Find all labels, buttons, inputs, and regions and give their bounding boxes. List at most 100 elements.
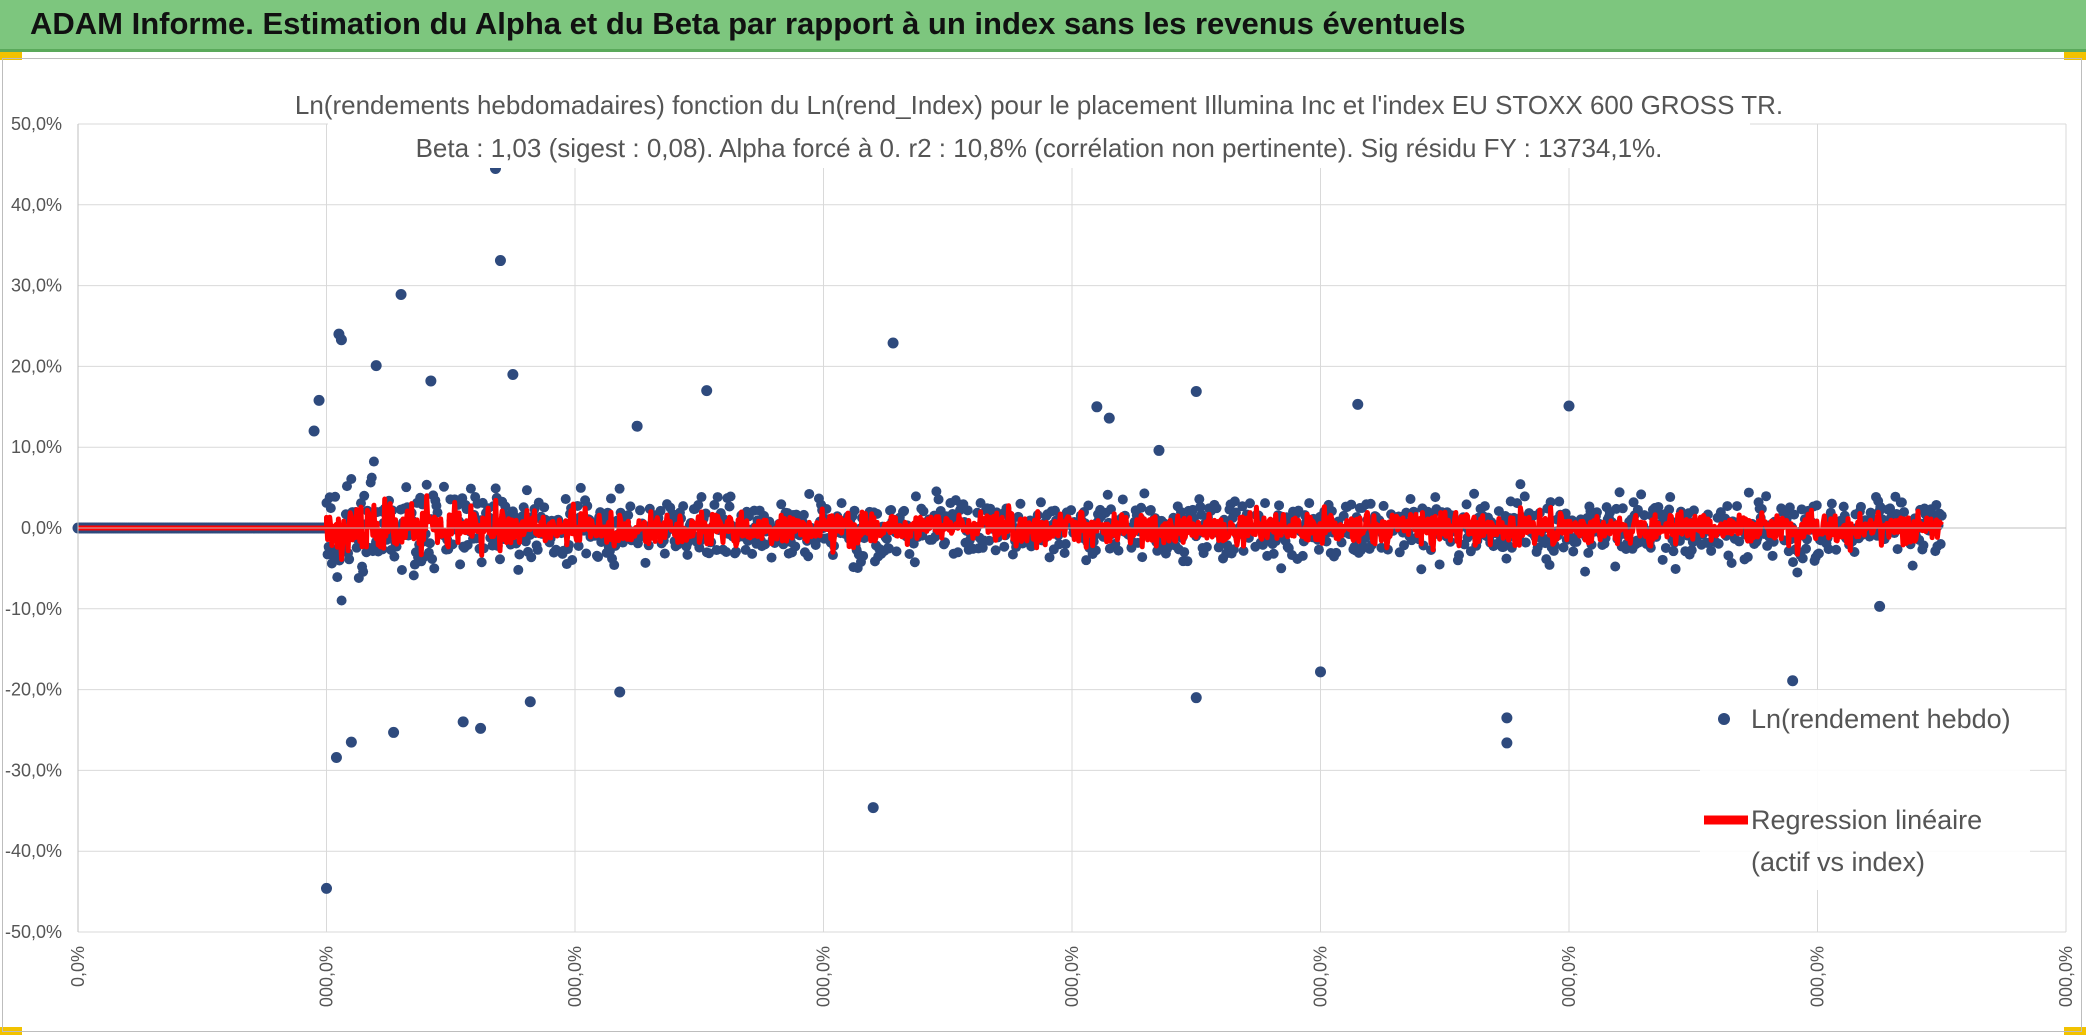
- data-point: [1461, 499, 1472, 510]
- y-tick-label: 10,0%: [11, 437, 62, 457]
- data-point: [1268, 548, 1279, 559]
- legend: Ln(rendement hebdo) Regression linéaire …: [1700, 690, 2030, 890]
- data-point: [1113, 545, 1124, 556]
- data-point: [1706, 545, 1717, 556]
- data-point: [1800, 543, 1811, 554]
- data-point: [849, 505, 860, 516]
- data-point: [1831, 544, 1842, 555]
- data-point: [1190, 692, 1202, 704]
- data-point: [1653, 501, 1664, 512]
- data-point: [614, 686, 626, 698]
- data-point: [1297, 550, 1308, 561]
- data-point: [933, 494, 944, 505]
- data-point: [1346, 499, 1357, 510]
- data-point: [790, 541, 801, 552]
- data-point: [1479, 501, 1490, 512]
- chart-title-background: [328, 86, 1750, 168]
- data-point: [368, 456, 379, 467]
- data-point: [1670, 563, 1681, 574]
- data-point: [883, 543, 894, 554]
- data-point: [1430, 492, 1441, 503]
- data-point: [490, 483, 501, 494]
- data-point: [1015, 498, 1026, 509]
- data-point: [359, 490, 370, 501]
- data-point: [721, 547, 732, 558]
- data-point: [313, 394, 325, 406]
- data-point: [539, 502, 550, 513]
- data-point: [1313, 544, 1324, 555]
- data-point: [1826, 498, 1837, 509]
- data-point: [524, 696, 536, 708]
- data-point: [1103, 412, 1115, 424]
- data-point: [655, 505, 666, 516]
- data-point: [1044, 552, 1055, 563]
- corner-marker-top-left: [0, 52, 22, 60]
- data-point: [1276, 563, 1287, 574]
- data-point: [1614, 487, 1625, 498]
- data-point: [867, 802, 879, 814]
- data-point: [1688, 505, 1699, 516]
- data-point: [1060, 539, 1071, 550]
- y-tick-label: 0,0%: [21, 518, 62, 538]
- data-point: [712, 492, 723, 503]
- x-tick-label: 000,0%: [814, 946, 834, 1007]
- data-point: [567, 555, 578, 566]
- x-tick-label: 000,0%: [2056, 946, 2076, 1007]
- data-point: [678, 501, 689, 512]
- data-point: [424, 538, 435, 549]
- data-point: [389, 551, 400, 562]
- data-point: [1665, 492, 1676, 503]
- legend-label-regression: Regression linéaire: [1751, 805, 1982, 835]
- data-point: [1756, 503, 1767, 514]
- x-tick-label: 000,0%: [317, 946, 337, 1007]
- data-point: [1230, 507, 1241, 518]
- data-point: [1117, 494, 1128, 505]
- data-point: [388, 726, 400, 738]
- data-point: [526, 552, 537, 563]
- data-point: [330, 751, 342, 763]
- data-point: [1885, 503, 1896, 514]
- data-point: [1469, 488, 1480, 499]
- data-point: [1238, 545, 1249, 556]
- data-point: [521, 485, 532, 496]
- data-point: [1179, 547, 1190, 558]
- data-point: [798, 509, 809, 520]
- data-point: [370, 360, 382, 372]
- data-point: [1195, 501, 1206, 512]
- data-point: [1726, 558, 1737, 569]
- data-point: [1501, 553, 1512, 564]
- data-point: [1182, 556, 1193, 567]
- data-point: [1352, 398, 1364, 410]
- data-point: [724, 501, 735, 512]
- legend-label-regression-line-2: (actif vs index): [1751, 847, 1925, 877]
- data-point: [1035, 497, 1046, 508]
- data-point: [438, 481, 449, 492]
- data-point: [701, 385, 713, 397]
- data-point: [990, 545, 1001, 556]
- data-point: [904, 548, 915, 559]
- y-tick-label: -20,0%: [5, 680, 62, 700]
- data-point: [1657, 554, 1668, 565]
- data-point: [1792, 567, 1803, 578]
- legend-marker-points: [1718, 713, 1730, 725]
- data-point: [1899, 507, 1910, 518]
- data-point: [344, 554, 355, 565]
- data-point: [984, 535, 995, 546]
- data-point: [776, 499, 787, 510]
- data-point: [1091, 401, 1103, 413]
- data-point: [1416, 564, 1427, 575]
- data-point: [614, 483, 625, 494]
- data-point: [1563, 400, 1575, 412]
- data-point: [766, 552, 777, 563]
- data-point: [1892, 544, 1903, 555]
- data-point: [1931, 499, 1942, 510]
- legend-label-points: Ln(rendement hebdo): [1751, 704, 2011, 734]
- data-point: [1315, 666, 1326, 678]
- data-point: [1823, 544, 1834, 555]
- data-point: [1059, 547, 1070, 558]
- y-tick-label: -10,0%: [5, 599, 62, 619]
- data-point: [325, 503, 336, 514]
- y-tick-label: 20,0%: [11, 356, 62, 376]
- data-point: [321, 882, 332, 894]
- x-tick-label: 000,0%: [1062, 946, 1082, 1007]
